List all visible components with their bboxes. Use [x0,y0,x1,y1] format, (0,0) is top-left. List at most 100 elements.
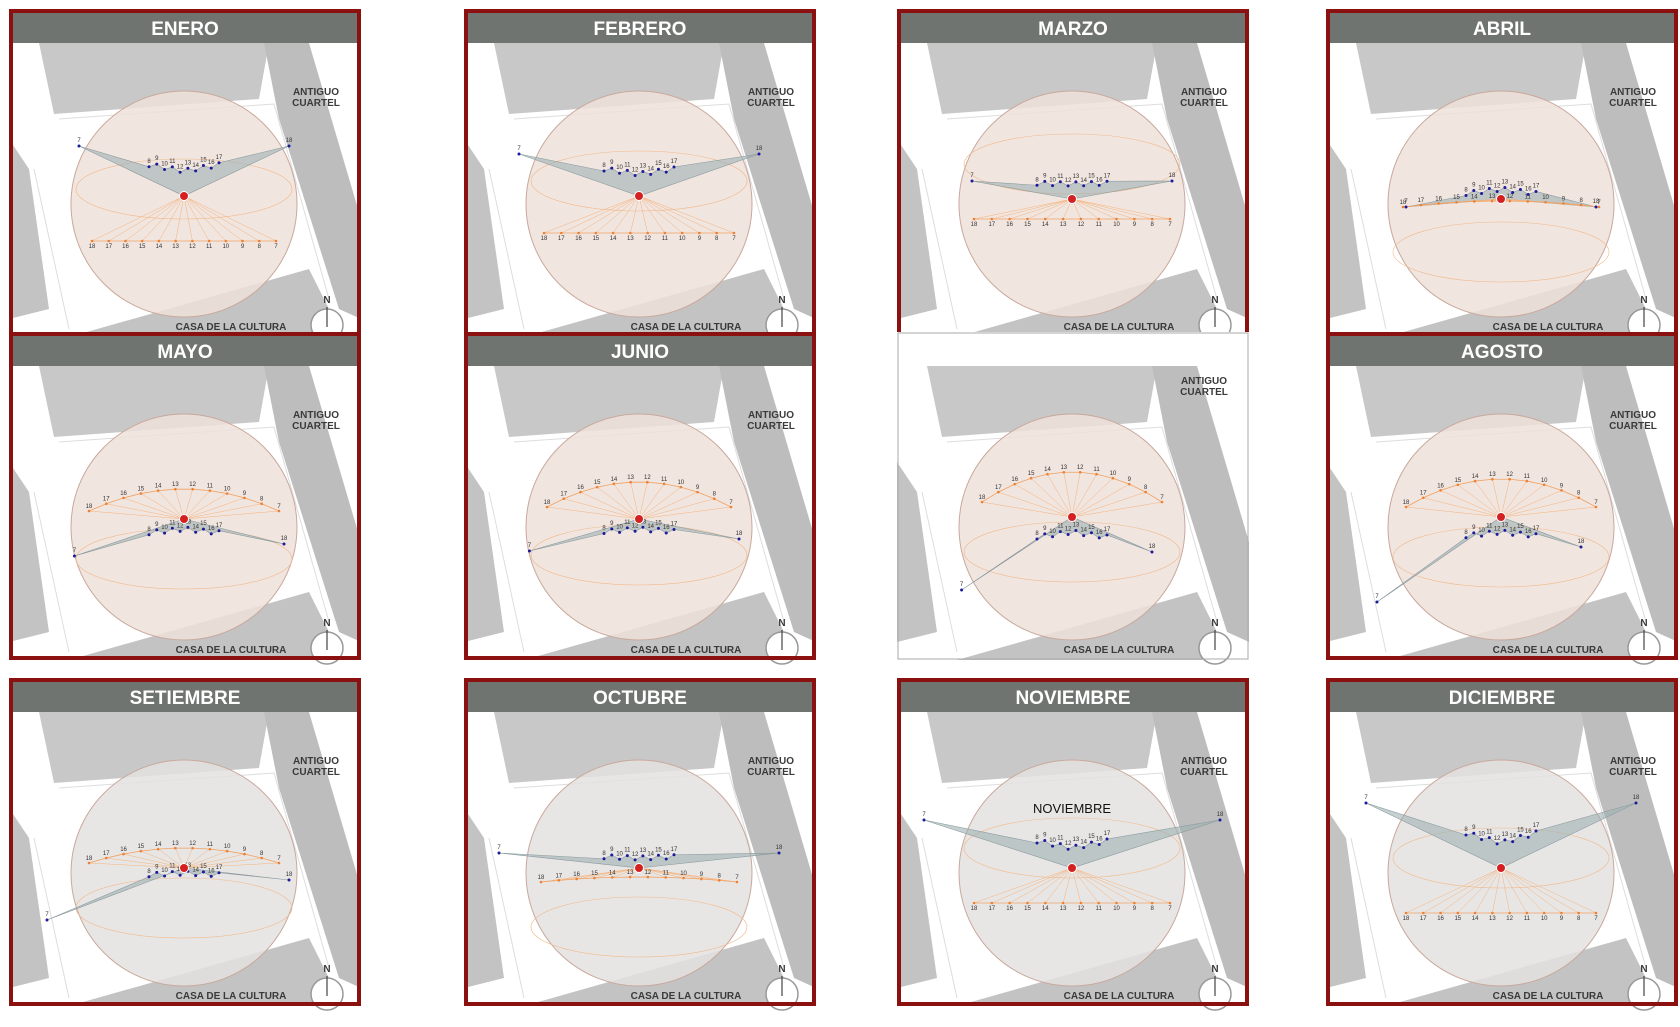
building-block [1152,366,1249,642]
sun-ray [561,195,640,234]
sun-ray [1500,506,1597,518]
sun-point [1133,901,1136,905]
hour-label: 16 [1437,483,1444,489]
building-label: CUARTEL [1180,767,1228,778]
hour-label: 13 [1502,832,1509,838]
shadow-point [641,169,645,173]
hour-label: 16 [1096,530,1103,536]
sun-point [972,901,976,905]
building-block [9,139,49,319]
sun-ray [183,195,260,242]
hour-label: 18 [286,138,293,144]
sun-point [972,217,976,221]
hour-label: 10 [1049,529,1056,535]
hour-label: 7 [274,244,278,250]
sun-point [1013,482,1017,486]
hour-label: 10 [677,480,684,486]
sun-point [277,861,281,865]
hour-label: 17 [1104,831,1111,837]
sun-point [595,485,599,489]
hour-label: 13 [640,519,647,525]
sun-point [662,482,666,486]
compass-north: N [1640,618,1647,629]
sun-point [1472,200,1476,203]
hour-label: 8 [258,244,262,250]
sun-point [1456,911,1460,915]
shadow-point [1579,545,1583,549]
hour-label: 17 [1533,184,1540,190]
hour-label: 12 [1065,841,1072,847]
sun-ray [183,489,193,520]
shadow-point [633,858,637,862]
hour-label: 7 [1594,500,1598,506]
sun-point [646,875,650,879]
sun-point [1008,901,1011,905]
sun-point [1127,482,1131,486]
sun-ray [91,195,185,242]
hour-label: 7 [735,875,739,881]
hour-label: 7 [732,236,736,242]
sun-point [575,877,578,881]
observer [634,863,644,873]
sun-ray [546,506,640,520]
shadow-point [170,165,174,169]
sun-ray [1071,474,1097,518]
compass-north: N [323,618,330,629]
hour-label: 18 [1633,795,1640,801]
sun-point [1008,217,1011,221]
hour-label: 17 [1104,527,1111,533]
hour-label: 14 [192,868,199,874]
sun-point [1562,202,1565,205]
hour-label: 17 [216,155,223,161]
sun-point [174,487,177,491]
hour-label: 14 [647,524,654,530]
hour-label: 16 [573,872,580,878]
compass-north: N [778,618,785,629]
hour-label: 7 [970,173,974,179]
compass-north: N [1211,964,1218,975]
sun-point [1526,200,1530,203]
panel-border [9,678,361,1006]
hour-label: 16 [1006,222,1013,228]
hour-label: 11 [1486,523,1493,529]
building-label: ANTIGUO [1610,87,1656,98]
sun-ray [638,498,715,520]
hour-label: 7 [45,912,49,918]
building-block [897,462,937,642]
shadow-point [1082,846,1086,850]
sun-ray [580,491,640,520]
hour-label: 13 [640,848,647,854]
shadow-point [1170,179,1174,183]
sun-point [90,239,94,243]
shadow-area [923,819,1221,869]
shadow-point [1487,187,1491,190]
orbit [1392,827,1610,889]
sun-point [990,217,994,221]
shadow-point [960,588,964,592]
sun-point [696,490,699,494]
shadow-point [1035,841,1039,845]
sun-ray [1500,198,1600,208]
building-block [264,366,361,642]
sun-ray [183,493,228,520]
sun-ray [1500,480,1528,518]
hour-label: 8 [147,527,151,533]
sun-ray [1071,198,1135,220]
annotation: NOVIEMBRE [1033,801,1111,816]
hour-label: 12 [632,523,639,529]
hour-label: 15 [1028,471,1035,477]
panel-title: ENERO [151,19,219,40]
compass-north: N [778,964,785,975]
hour-label: 11 [663,870,670,876]
hour-label: 18 [86,856,93,862]
hour-label: 14 [1042,906,1049,912]
building-label: CUARTEL [1180,98,1228,109]
hour-label: 10 [161,162,168,168]
sun-point [1594,505,1598,509]
sun-point [559,231,563,235]
hour-label: 14 [611,477,618,483]
sun-ray [638,195,735,234]
shadow-point [649,172,653,176]
hour-label: 8 [260,851,264,857]
shadow-point [1082,184,1086,188]
